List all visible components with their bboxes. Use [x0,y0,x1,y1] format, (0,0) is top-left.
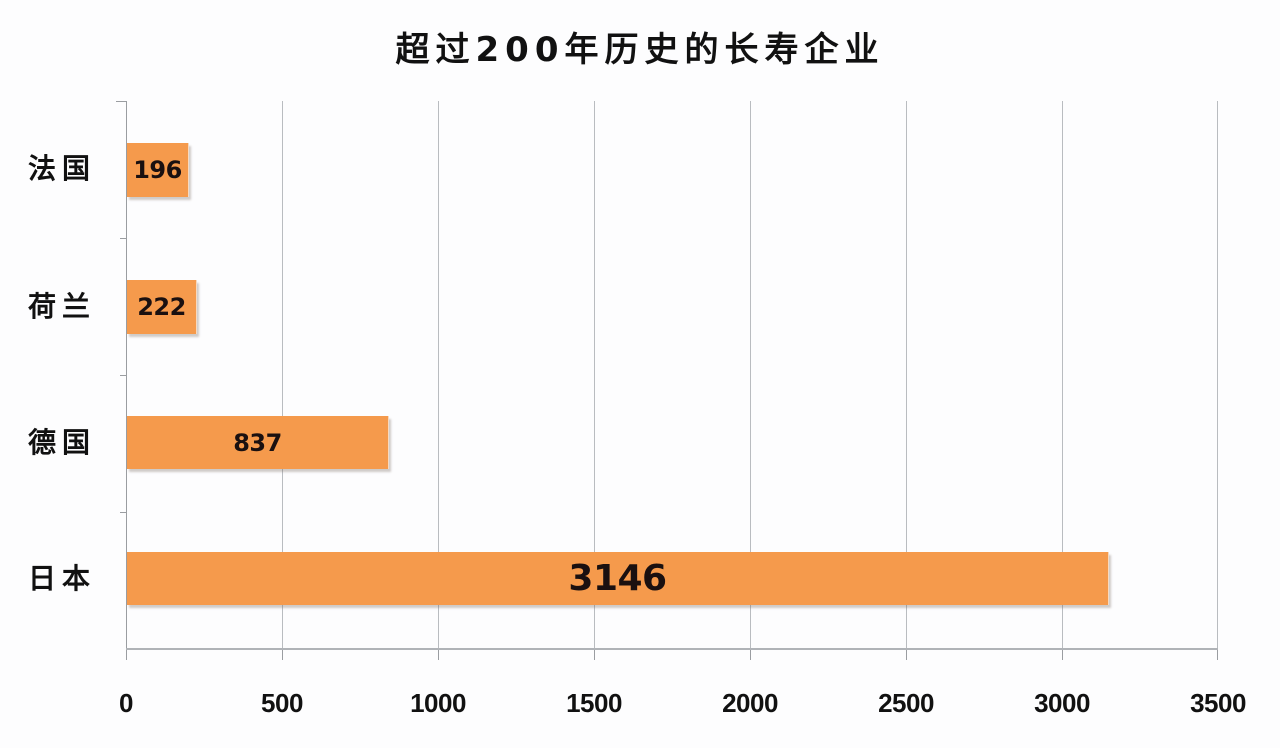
y-axis-tick [120,375,126,376]
category-label-germany: 德国 [28,426,97,459]
bar-value-label: 3146 [568,558,667,599]
gridline-1000 [438,101,439,650]
bar-netherlands: 222 [127,280,197,334]
y-axis-tick [120,512,126,513]
x-tick-label: 2500 [878,688,934,718]
gridline-1500 [594,101,595,650]
bar-france: 196 [127,143,189,197]
category-label-netherlands: 荷兰 [28,290,97,323]
gridline-2000 [750,101,751,650]
x-axis-tick [126,650,127,660]
x-axis-tick [1217,650,1218,660]
x-axis-tick [1062,650,1063,660]
gridline-500 [282,101,283,650]
x-tick-label: 500 [261,688,303,718]
gridline-3500 [1217,101,1218,650]
y-axis-line [126,101,127,650]
gridline-2500 [906,101,907,650]
x-axis-tick [438,650,439,660]
x-tick-label: 3500 [1190,688,1246,718]
x-tick-label: 0 [119,688,133,718]
category-label-france: 法国 [28,152,97,185]
x-tick-label: 3000 [1034,688,1090,718]
bar-germany: 837 [127,416,389,469]
gridline-3000 [1062,101,1063,650]
x-axis-tick [594,650,595,660]
bar-japan: 3146 [127,552,1109,605]
x-tick-label: 1500 [566,688,622,718]
y-axis-top-tick [116,101,126,102]
bar-value-label: 196 [133,156,182,184]
x-tick-label: 1000 [410,688,466,718]
x-axis-tick [906,650,907,660]
bar-value-label: 837 [233,428,282,457]
x-tick-label: 2000 [722,688,778,718]
x-axis-line [126,648,1218,650]
chart-title: 超过200年历史的长寿企业 [395,30,885,70]
x-axis-tick [282,650,283,660]
plot-area: 196 222 837 3146 [116,101,1218,660]
x-axis-tick [750,650,751,660]
bar-value-label: 222 [137,293,186,321]
y-axis-tick [120,238,126,239]
category-label-japan: 日本 [28,562,97,595]
